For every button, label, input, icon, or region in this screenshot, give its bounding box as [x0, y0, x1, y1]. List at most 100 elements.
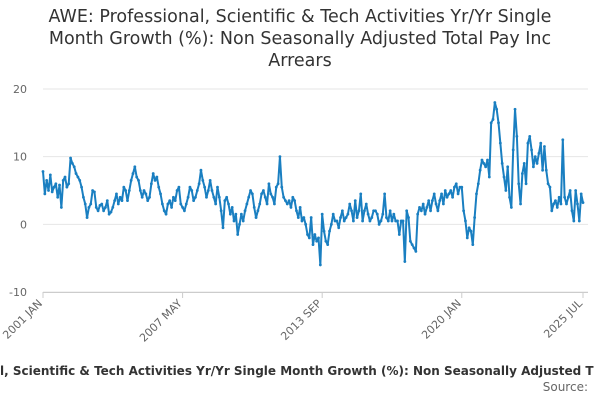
- point: [339, 216, 342, 219]
- point: [513, 107, 517, 111]
- point: [318, 263, 322, 267]
- point: [489, 121, 493, 125]
- point: [337, 226, 341, 230]
- point: [67, 182, 71, 186]
- point: [546, 182, 550, 186]
- point: [104, 206, 107, 209]
- point: [555, 206, 559, 209]
- point: [208, 178, 212, 182]
- point: [565, 202, 568, 206]
- point: [522, 162, 526, 165]
- point: [170, 206, 173, 209]
- point: [497, 121, 500, 125]
- point: [72, 165, 76, 169]
- point: [346, 212, 350, 216]
- point: [361, 219, 364, 223]
- point: [423, 212, 427, 216]
- point: [475, 192, 478, 196]
- point: [63, 175, 67, 179]
- point: [425, 206, 429, 209]
- point: [579, 192, 583, 196]
- point: [183, 209, 186, 213]
- point: [131, 172, 135, 175]
- point: [519, 202, 522, 206]
- point: [85, 216, 89, 219]
- series-line: [42, 101, 584, 266]
- point: [405, 209, 409, 213]
- y-tick-label: 10: [13, 151, 27, 164]
- point: [82, 195, 85, 199]
- point: [344, 216, 348, 219]
- point: [451, 195, 454, 199]
- point: [517, 182, 521, 186]
- point: [116, 202, 120, 206]
- point: [223, 199, 227, 203]
- point: [45, 178, 49, 182]
- point: [386, 219, 390, 223]
- point: [447, 192, 451, 196]
- point: [550, 209, 554, 213]
- point: [577, 219, 581, 223]
- point: [227, 202, 230, 206]
- point: [390, 219, 394, 223]
- point: [107, 212, 111, 216]
- point: [276, 182, 280, 186]
- point: [239, 212, 243, 216]
- point: [557, 195, 561, 199]
- point: [574, 189, 578, 192]
- point: [438, 199, 442, 203]
- point: [258, 202, 262, 206]
- point: [375, 212, 379, 216]
- point: [311, 243, 315, 247]
- point: [263, 195, 267, 199]
- point: [96, 209, 100, 213]
- point: [563, 195, 567, 199]
- point: [236, 233, 240, 236]
- point: [80, 185, 83, 189]
- point: [269, 192, 273, 196]
- x-tick-label: 2020 JAN: [419, 297, 464, 342]
- point: [350, 209, 353, 213]
- point: [543, 145, 546, 148]
- point: [151, 172, 155, 175]
- point: [539, 141, 543, 145]
- point: [153, 178, 157, 182]
- point: [184, 202, 188, 206]
- point: [298, 206, 302, 209]
- point: [54, 182, 58, 186]
- chart-title: AWE: Professional, Scientific & Tech Act…: [48, 7, 552, 71]
- point: [78, 178, 82, 182]
- point: [295, 209, 298, 213]
- point: [445, 195, 449, 199]
- point: [484, 165, 488, 169]
- point: [146, 199, 150, 203]
- point: [329, 222, 333, 226]
- point: [115, 192, 118, 196]
- point: [440, 192, 443, 196]
- point: [495, 107, 499, 111]
- point: [41, 170, 45, 173]
- point: [414, 250, 418, 253]
- point: [419, 209, 423, 213]
- point: [364, 202, 368, 206]
- point: [47, 189, 50, 192]
- point: [89, 202, 93, 206]
- point: [418, 206, 421, 209]
- footer-title: l, Scientific & Tech Activities Yr/Yr Si…: [0, 364, 594, 378]
- point: [162, 209, 166, 213]
- point: [100, 202, 104, 206]
- point: [315, 239, 319, 243]
- x-tick-label: 2025 JUL: [541, 296, 585, 340]
- point: [566, 195, 570, 199]
- point: [124, 189, 128, 192]
- point: [243, 209, 247, 213]
- point: [149, 182, 153, 186]
- point: [282, 195, 286, 199]
- point: [105, 199, 109, 203]
- point: [307, 236, 311, 240]
- point: [137, 178, 140, 182]
- point: [368, 219, 372, 223]
- point: [456, 192, 460, 196]
- point: [352, 219, 355, 223]
- point: [340, 209, 344, 213]
